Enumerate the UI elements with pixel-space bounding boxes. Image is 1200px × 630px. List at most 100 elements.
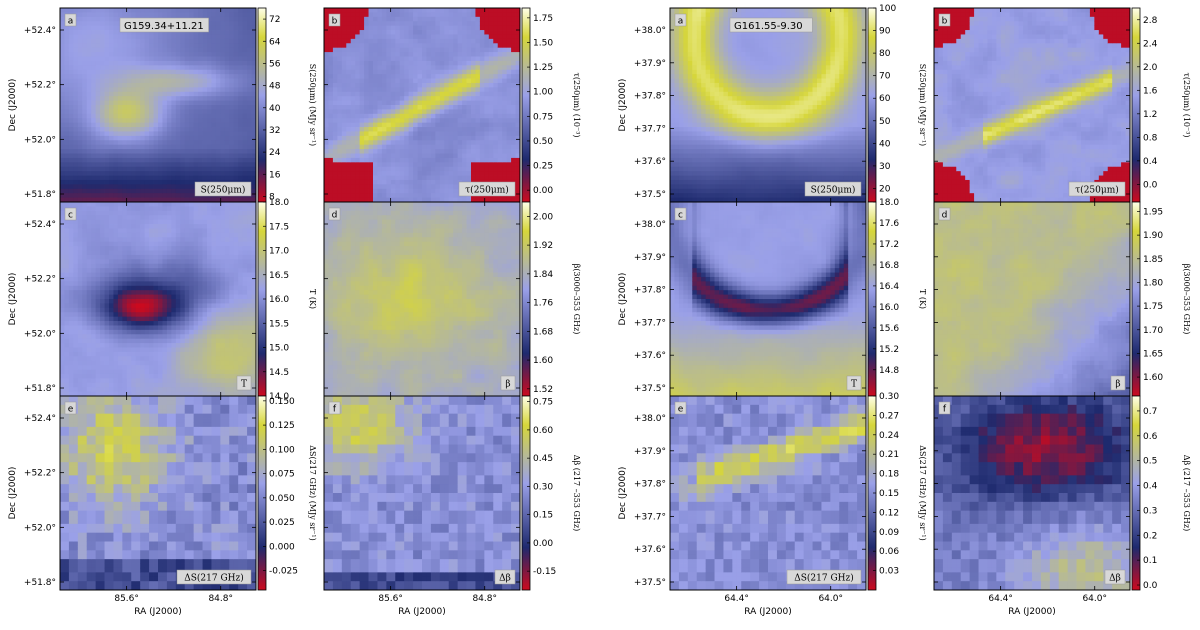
heatmap-cell — [453, 136, 458, 141]
heatmap-cell — [225, 171, 230, 176]
heatmap-cell — [136, 180, 141, 185]
heatmap-cell — [167, 158, 172, 163]
heatmap-cell — [234, 61, 239, 66]
heatmap-cell — [149, 184, 154, 189]
heatmap-cell — [194, 131, 199, 136]
heatmap-cell — [60, 299, 65, 304]
heatmap-cell — [82, 162, 87, 167]
heatmap-cell — [131, 268, 136, 273]
heatmap-cell — [145, 220, 150, 225]
heatmap-cell — [82, 131, 87, 136]
heatmap-cell — [364, 180, 369, 185]
heatmap-cell — [180, 131, 185, 136]
heatmap-cell — [109, 303, 114, 308]
heatmap-cell — [113, 12, 118, 17]
heatmap-cell — [162, 317, 167, 322]
heatmap-cell — [113, 259, 118, 264]
heatmap-cell — [453, 171, 458, 176]
heatmap-cell — [60, 255, 65, 260]
heatmap-cell — [122, 162, 127, 167]
heatmap-cell — [162, 87, 167, 92]
heatmap-cell — [78, 61, 83, 66]
heatmap-cell — [502, 79, 507, 84]
heatmap-cell — [198, 118, 203, 123]
heatmap-cell — [136, 303, 141, 308]
heatmap-cell — [100, 233, 105, 238]
heatmap-cell — [462, 105, 467, 110]
heatmap-cell — [122, 184, 127, 189]
heatmap-cell — [404, 127, 409, 132]
heatmap-cell — [136, 259, 141, 264]
panel-letter: b — [332, 17, 338, 27]
heatmap-cell — [444, 87, 449, 92]
heatmap-cell — [247, 83, 252, 88]
heatmap-cell — [64, 352, 69, 357]
heatmap-cell — [100, 114, 105, 119]
heatmap-cell — [113, 365, 118, 370]
heatmap-cell — [154, 308, 159, 313]
heatmap-cell — [247, 123, 252, 128]
heatmap-cell — [351, 162, 356, 167]
heatmap-cell — [69, 383, 74, 388]
heatmap-cell — [453, 17, 458, 22]
heatmap-cell — [127, 206, 132, 211]
heatmap-cell — [324, 123, 329, 128]
heatmap-cell — [207, 127, 212, 132]
heatmap-cell — [333, 171, 338, 176]
heatmap-cell — [247, 136, 252, 141]
heatmap-cell — [355, 167, 360, 172]
heatmap-cell — [207, 43, 212, 48]
heatmap-cell — [73, 308, 78, 313]
heatmap-cell — [176, 101, 181, 106]
heatmap-cell — [435, 171, 440, 176]
heatmap-cell — [324, 96, 329, 101]
heatmap-cell — [431, 140, 436, 145]
heatmap-cell — [64, 30, 69, 35]
heatmap-cell — [140, 176, 145, 181]
heatmap-cell — [489, 79, 494, 84]
heatmap-cell — [484, 30, 489, 35]
heatmap-cell — [96, 215, 101, 220]
heatmap-cell — [64, 255, 69, 260]
heatmap-cell — [369, 96, 374, 101]
heatmap-cell — [435, 30, 440, 35]
heatmap-cell — [145, 92, 150, 97]
heatmap-cell — [225, 30, 230, 35]
heatmap-cell — [60, 127, 65, 132]
heatmap-cell — [189, 87, 194, 92]
heatmap-cell — [154, 39, 159, 44]
heatmap-cell — [386, 101, 391, 106]
heatmap-cell — [154, 70, 159, 75]
heatmap-cell — [211, 8, 216, 13]
heatmap-cell — [467, 65, 472, 70]
heatmap-cell — [122, 321, 127, 326]
heatmap-cell — [360, 57, 365, 62]
heatmap-cell — [109, 295, 114, 300]
heatmap-cell — [82, 12, 87, 17]
heatmap-cell — [409, 39, 414, 44]
heatmap-cell — [109, 277, 114, 282]
heatmap-cell — [426, 70, 431, 75]
heatmap-cell — [386, 189, 391, 194]
heatmap-cell — [122, 167, 127, 172]
heatmap-cell — [82, 17, 87, 22]
heatmap-cell — [149, 356, 154, 361]
heatmap-cell — [351, 30, 356, 35]
heatmap-cell — [364, 101, 369, 106]
heatmap-cell — [360, 149, 365, 154]
heatmap-cell — [113, 30, 118, 35]
heatmap-cell — [413, 83, 418, 88]
heatmap-cell — [422, 79, 427, 84]
heatmap-cell — [328, 167, 333, 172]
heatmap-cell — [337, 149, 342, 154]
heatmap-cell — [109, 251, 114, 256]
heatmap-cell — [176, 43, 181, 48]
heatmap-cell — [493, 114, 498, 119]
heatmap-cell — [118, 215, 123, 220]
heatmap-cell — [435, 83, 440, 88]
heatmap-cell — [149, 114, 154, 119]
heatmap-cell — [154, 79, 159, 84]
heatmap-cell — [185, 136, 190, 141]
heatmap-cell — [100, 348, 105, 353]
heatmap-cell — [140, 149, 145, 154]
